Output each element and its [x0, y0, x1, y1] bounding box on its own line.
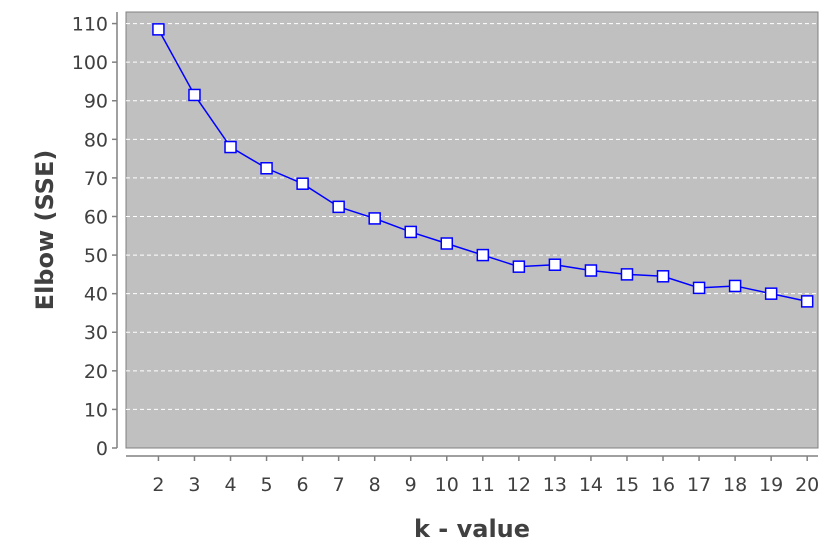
data-point-k3: [188, 88, 201, 102]
x-tick-label-2: 2: [152, 474, 164, 496]
data-point-k20: [800, 295, 814, 308]
grid-lines: [126, 23, 818, 410]
y-tick-label-80: 80: [84, 129, 108, 151]
data-point-k15: [620, 268, 634, 281]
data-point-k14: [584, 264, 598, 277]
y-axis-title: Elbow (SSE): [31, 150, 59, 311]
data-point-k8: [368, 212, 381, 225]
x-tick-label-9: 9: [405, 474, 417, 496]
data-point-k13: [548, 258, 562, 271]
x-tick-label-17: 17: [687, 474, 711, 496]
x-tick-label-11: 11: [471, 474, 495, 496]
x-tick-label-6: 6: [297, 474, 309, 496]
y-tick-label-70: 70: [84, 168, 108, 190]
series-layer: [152, 23, 814, 308]
data-point-k10: [440, 237, 454, 250]
data-point-k12: [512, 260, 526, 273]
x-tick-label-14: 14: [579, 474, 603, 496]
y-tick-label-50: 50: [84, 245, 108, 267]
y-tick-label-20: 20: [84, 361, 108, 383]
data-point-k11: [476, 248, 490, 262]
y-tick-label-40: 40: [84, 284, 108, 306]
y-tick-label-30: 30: [84, 322, 108, 344]
x-tick-label-13: 13: [543, 474, 567, 496]
x-tick-label-19: 19: [759, 474, 783, 496]
data-point-k16: [656, 270, 670, 283]
data-point-k9: [404, 225, 417, 239]
x-tick-label-3: 3: [188, 474, 200, 496]
x-tick-label-8: 8: [369, 474, 381, 496]
x-tick-label-10: 10: [435, 474, 459, 496]
data-point-k19: [764, 287, 778, 300]
x-tick-label-16: 16: [651, 474, 675, 496]
y-tick-label-90: 90: [84, 91, 108, 113]
x-tick-label-20: 20: [795, 474, 819, 496]
y-tick-label-60: 60: [84, 206, 108, 228]
data-point-k18: [728, 279, 742, 293]
y-tick-label-10: 10: [84, 399, 108, 421]
x-tick-label-15: 15: [615, 474, 639, 496]
x-axis-ticks: 2 3 4 5 6 7 8 9 10 11 12 13 14 15 16 17 18 19 20: [152, 456, 819, 496]
x-tick-label-4: 4: [224, 474, 236, 496]
data-point-k6: [296, 177, 309, 190]
x-tick-label-7: 7: [333, 474, 345, 496]
y-tick-label-0: 0: [96, 438, 108, 460]
plot-area: [125, 11, 819, 449]
data-point-k4: [224, 140, 237, 154]
data-point-k2: [152, 23, 165, 36]
axes: [116, 12, 818, 457]
y-tick-label-110: 110: [72, 14, 108, 36]
data-point-k7: [332, 200, 345, 214]
x-tick-label-12: 12: [507, 474, 531, 496]
data-point-k5: [260, 162, 273, 175]
x-tick-label-5: 5: [261, 474, 273, 496]
x-axis-title: k - value: [414, 515, 530, 543]
y-tick-label-100: 100: [72, 52, 108, 74]
x-tick-label-18: 18: [723, 474, 747, 496]
data-point-k17: [692, 281, 706, 295]
y-axis-ticks: 0 10 20 30 40 50 60 70 80 90 100 110: [72, 14, 117, 460]
